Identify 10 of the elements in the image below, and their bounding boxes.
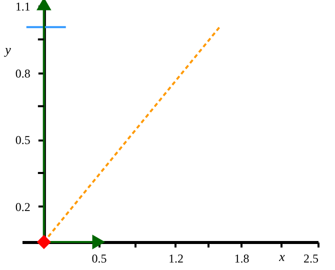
y-tick-label: 0.2: [15, 200, 30, 214]
x-tick-label: 1.8: [234, 252, 250, 266]
x-tick-label: 1.2: [168, 252, 184, 266]
y-tick-label: 0.5: [15, 133, 30, 148]
x-tick-label: 0.5: [92, 252, 107, 266]
y-axis-title: y: [3, 42, 12, 57]
y-tick-label: 0.8: [15, 66, 30, 80]
x-tick-label: 2.5: [304, 252, 318, 266]
y-tick-label: 1.1: [15, 0, 30, 14]
x-axis-title: x: [278, 249, 286, 264]
